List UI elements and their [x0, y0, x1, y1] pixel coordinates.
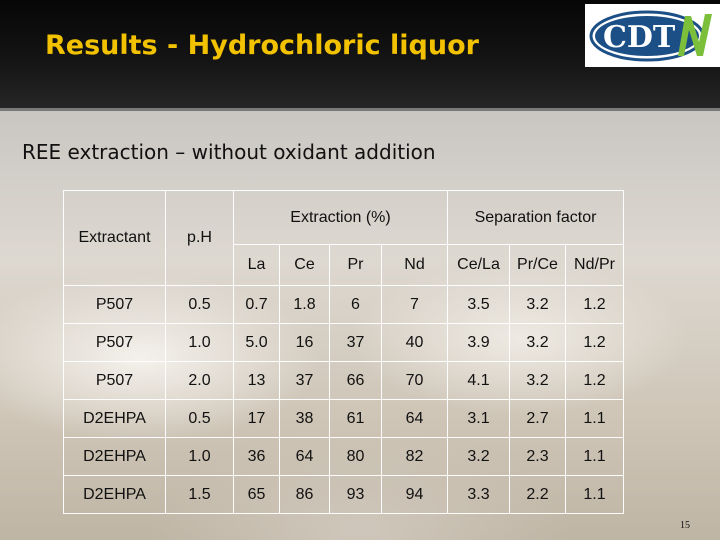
header-ce: Ce [279, 244, 330, 286]
cell-pr-ce: 3.2 [509, 323, 566, 362]
cell-nd: 70 [381, 361, 448, 400]
cell-extractant: P507 [63, 323, 166, 362]
cell-ce-la: 3.9 [447, 323, 510, 362]
header-ce-la: Ce/La [447, 244, 510, 286]
cell-la: 65 [233, 475, 280, 514]
cell-pr-ce: 2.3 [509, 437, 566, 476]
slide-header: Results - Hydrochloric liquor CDT [0, 0, 720, 108]
cell-nd: 40 [381, 323, 448, 362]
cell-ph: 0.5 [165, 399, 234, 438]
cell-ph: 1.5 [165, 475, 234, 514]
cell-pr-ce: 2.7 [509, 399, 566, 438]
header-extraction-group: Extraction (%) [233, 190, 448, 245]
page-number: 15 [680, 520, 690, 531]
slide-subtitle: REE extraction – without oxidant additio… [22, 140, 436, 164]
cell-pr-ce: 3.2 [509, 361, 566, 400]
cell-extractant: D2EHPA [63, 399, 166, 438]
header-separation-group: Separation factor [447, 190, 624, 245]
cell-la: 5.0 [233, 323, 280, 362]
cell-ce-la: 3.3 [447, 475, 510, 514]
subtitle-rest: without oxidant addition [191, 140, 436, 164]
cell-extractant: P507 [63, 361, 166, 400]
cell-pr: 6 [329, 285, 382, 324]
cell-pr: 80 [329, 437, 382, 476]
cdtn-logo: CDT [585, 4, 720, 67]
table-row: P507 1.0 5.0 16 37 40 3.9 3.2 1.2 [63, 323, 624, 362]
cell-pr: 93 [329, 475, 382, 514]
header-divider [0, 108, 720, 111]
header-pr: Pr [329, 244, 382, 286]
cell-nd: 94 [381, 475, 448, 514]
cell-nd-pr: 1.2 [565, 285, 624, 324]
header-nd: Nd [381, 244, 448, 286]
header-ph: p.H [165, 190, 234, 286]
cell-pr: 37 [329, 323, 382, 362]
cell-extractant: P507 [63, 285, 166, 324]
table-row: D2EHPA 0.5 17 38 61 64 3.1 2.7 1.1 [63, 399, 624, 438]
cell-ph: 2.0 [165, 361, 234, 400]
cell-nd: 7 [381, 285, 448, 324]
cell-ce: 1.8 [279, 285, 330, 324]
subtitle-bold-part: REE extraction – [22, 140, 192, 164]
cell-nd: 82 [381, 437, 448, 476]
cell-extractant: D2EHPA [63, 437, 166, 476]
cell-ce: 86 [279, 475, 330, 514]
cell-la: 13 [233, 361, 280, 400]
cell-la: 0.7 [233, 285, 280, 324]
cell-nd-pr: 1.2 [565, 361, 624, 400]
slide-title: Results - Hydrochloric liquor [45, 30, 479, 61]
cell-nd-pr: 1.1 [565, 437, 624, 476]
cell-la: 17 [233, 399, 280, 438]
svg-text:CDT: CDT [603, 20, 676, 55]
header-nd-pr: Nd/Pr [565, 244, 624, 286]
cell-ce-la: 3.2 [447, 437, 510, 476]
header-extractant: Extractant [63, 190, 166, 286]
cell-pr-ce: 2.2 [509, 475, 566, 514]
table-row: D2EHPA 1.0 36 64 80 82 3.2 2.3 1.1 [63, 437, 624, 476]
cell-extractant: D2EHPA [63, 475, 166, 514]
cell-pr: 61 [329, 399, 382, 438]
header-la: La [233, 244, 280, 286]
cell-la: 36 [233, 437, 280, 476]
header-pr-ce: Pr/Ce [509, 244, 566, 286]
ree-extraction-table: Extractant p.H Extraction (%) Separation… [63, 190, 624, 514]
cell-ce-la: 3.1 [447, 399, 510, 438]
cell-nd-pr: 1.1 [565, 475, 624, 514]
table-row: D2EHPA 1.5 65 86 93 94 3.3 2.2 1.1 [63, 475, 624, 514]
cell-nd-pr: 1.1 [565, 399, 624, 438]
cell-ce-la: 4.1 [447, 361, 510, 400]
cell-ce: 37 [279, 361, 330, 400]
cell-ce: 16 [279, 323, 330, 362]
cell-ph: 0.5 [165, 285, 234, 324]
cell-pr: 66 [329, 361, 382, 400]
table-row: P507 0.5 0.7 1.8 6 7 3.5 3.2 1.2 [63, 285, 624, 324]
table-row: P507 2.0 13 37 66 70 4.1 3.2 1.2 [63, 361, 624, 400]
cell-ph: 1.0 [165, 437, 234, 476]
cell-nd: 64 [381, 399, 448, 438]
cell-ce-la: 3.5 [447, 285, 510, 324]
cell-pr-ce: 3.2 [509, 285, 566, 324]
cell-ce: 38 [279, 399, 330, 438]
cell-ph: 1.0 [165, 323, 234, 362]
cell-ce: 64 [279, 437, 330, 476]
cell-nd-pr: 1.2 [565, 323, 624, 362]
